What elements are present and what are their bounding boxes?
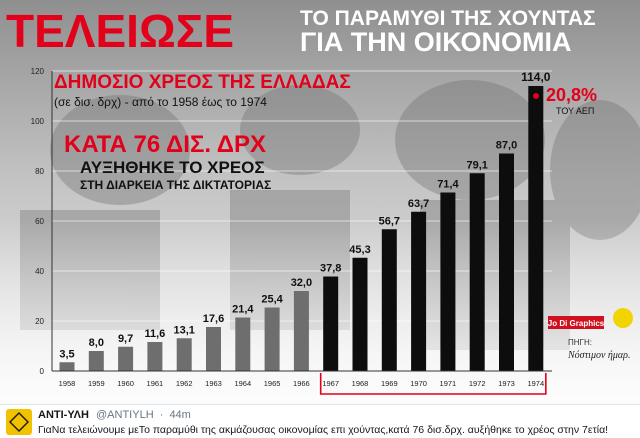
debt-infographic: 0 20 40 60 80 100 120 3,5 8,0 9,7 11,6 13,1 17,6 21,… (0, 0, 640, 404)
bar-value-label: 9,7 (118, 333, 133, 345)
x-tick-label: 1961 (147, 379, 164, 388)
chart-subtitle-note: (σε δισ. δρχ) - από το 1958 έως το 1974 (54, 95, 267, 109)
bar (176, 338, 192, 371)
source-label: ΠΗΓΗ: (568, 338, 592, 347)
x-tick-label: 1964 (234, 379, 251, 388)
accent-dot (533, 93, 539, 99)
tweet-header: ΑΝΤΙ-ΥΛΗ @ANTIYLH · 44m (38, 409, 191, 421)
bar (147, 342, 163, 371)
credit-logo (613, 308, 633, 328)
x-tick-label: 1959 (88, 379, 105, 388)
x-tick-label: 1960 (117, 379, 134, 388)
tweet-author-name[interactable]: ΑΝΤΙ-ΥΛΗ (38, 409, 89, 421)
callout-line-3: ΣΤΗ ΔΙΑΡΚΕΙΑ ΤΗΣ ΔΙΚΤΑΤΟΡΙΑΣ (80, 178, 272, 192)
bar (206, 327, 221, 371)
y-tick-label: 40 (35, 267, 44, 276)
x-tick-label: 1974 (527, 379, 544, 388)
x-tick-label: 1967 (322, 379, 339, 388)
bar-value-label: 45,3 (349, 244, 370, 256)
debt-bar-chart: 0 20 40 60 80 100 120 3,5 8,0 9,7 11,6 13,1 17,6 21,… (0, 0, 640, 404)
gdp-label: ΤΟΥ ΑΕΠ (556, 106, 595, 116)
tweet-text: ΓιαΝα τελειώνουμε μεΤο παραμύθι της ακμά… (38, 424, 609, 436)
y-tick-label: 80 (35, 167, 44, 176)
tweet-footer: ΑΝΤΙ-ΥΛΗ @ANTIYLH · 44m ΓιαΝα τελειώνουμ… (0, 404, 640, 438)
bar-value-label: 8,0 (89, 337, 104, 349)
y-tick-label: 120 (31, 67, 45, 76)
bar-value-label: 63,7 (408, 198, 429, 210)
source-name: Νόστιμον ήμαρ. (567, 350, 630, 361)
y-tick-label: 60 (35, 217, 44, 226)
callout-amount: ΚΑΤΑ 76 ΔΙΣ. ΔΡΧ (64, 131, 267, 158)
bar-value-label: 114,0 (521, 70, 551, 84)
bar (59, 362, 75, 371)
bar-value-label: 56,7 (379, 215, 400, 227)
bracket-line (319, 373, 547, 395)
value-labels: 3,5 8,0 9,7 11,6 13,1 17,6 21,4 25,4 32,0 37,8 45,… (59, 70, 550, 360)
x-tick-label: 1970 (410, 379, 427, 388)
x-tick-label: 1966 (293, 379, 310, 388)
tweet-separator: · (159, 409, 164, 421)
bar (499, 153, 514, 371)
x-tick-label: 1973 (498, 379, 515, 388)
y-tick-label: 100 (31, 117, 45, 126)
bar (118, 346, 134, 371)
tweet-timestamp[interactable]: 44m (169, 409, 191, 421)
bar-value-label: 32,0 (291, 277, 312, 289)
bar (528, 86, 544, 371)
bars (59, 86, 544, 371)
bar-value-label: 37,8 (320, 263, 341, 275)
bar-value-label: 25,4 (261, 294, 283, 306)
bar (411, 211, 427, 371)
x-tick-label: 1962 (176, 379, 193, 388)
x-tick-label: 1963 (205, 379, 222, 388)
headline-line-1: ΤΟ ΠΑΡΑΜΥΘΙ ΤΗΣ ΧΟΥΝΤΑΣ (300, 7, 596, 30)
callout-line-2: ΑΥΞΗΘΗΚΕ ΤΟ ΧΡΕΟΣ (80, 158, 265, 177)
x-axis: 1958 1959 1960 1961 1962 1963 1964 1965 1966 1967… (52, 370, 552, 388)
y-tick-label: 0 (40, 367, 45, 376)
warning-sign-icon (9, 412, 29, 432)
bar (352, 257, 368, 371)
bar (381, 229, 397, 371)
bar-value-label: 13,1 (173, 324, 194, 336)
bar (264, 307, 280, 371)
credit-label: Jo Di Graphics (548, 319, 605, 328)
headline-line-2: ΓΙΑ ΤΗΝ ΟΙΚΟΝΟΜΙΑ (300, 27, 572, 57)
credit-badge (548, 316, 604, 329)
x-tick-label: 1968 (352, 379, 369, 388)
bar-value-label: 21,4 (232, 304, 254, 316)
x-tick-label: 1972 (469, 379, 486, 388)
bar (293, 291, 309, 371)
bar-value-label: 11,6 (144, 328, 165, 340)
tweet-author-handle[interactable]: @ANTIYLH (96, 409, 154, 421)
dictatorship-bracket (319, 373, 547, 395)
bar-value-label: 17,6 (203, 313, 224, 325)
x-tick-label: 1958 (59, 379, 76, 388)
bar-value-label: 79,1 (466, 159, 487, 171)
y-tick-label: 20 (35, 317, 44, 326)
chart-subtitle: ΔΗΜΟΣΙΟ ΧΡΕΟΣ ΤΗΣ ΕΛΛΑΔΑΣ (54, 72, 351, 93)
bar-value-label: 71,4 (437, 179, 459, 191)
bar-value-label: 3,5 (59, 348, 74, 360)
headline-main: ΤΕΛΕΙΩΣΕ (6, 5, 235, 57)
y-axis: 0 20 40 60 80 100 120 (31, 67, 53, 376)
bar (440, 192, 456, 371)
avatar[interactable] (6, 409, 32, 435)
gdp-share: 20,8% (546, 85, 598, 105)
x-tick-label: 1965 (264, 379, 281, 388)
bar (469, 173, 485, 371)
bar-value-label: 87,0 (496, 140, 517, 152)
x-tick-label: 1971 (440, 379, 457, 388)
bar (323, 276, 339, 371)
bar (235, 317, 251, 371)
x-tick-label: 1969 (381, 379, 398, 388)
bar (88, 351, 104, 371)
